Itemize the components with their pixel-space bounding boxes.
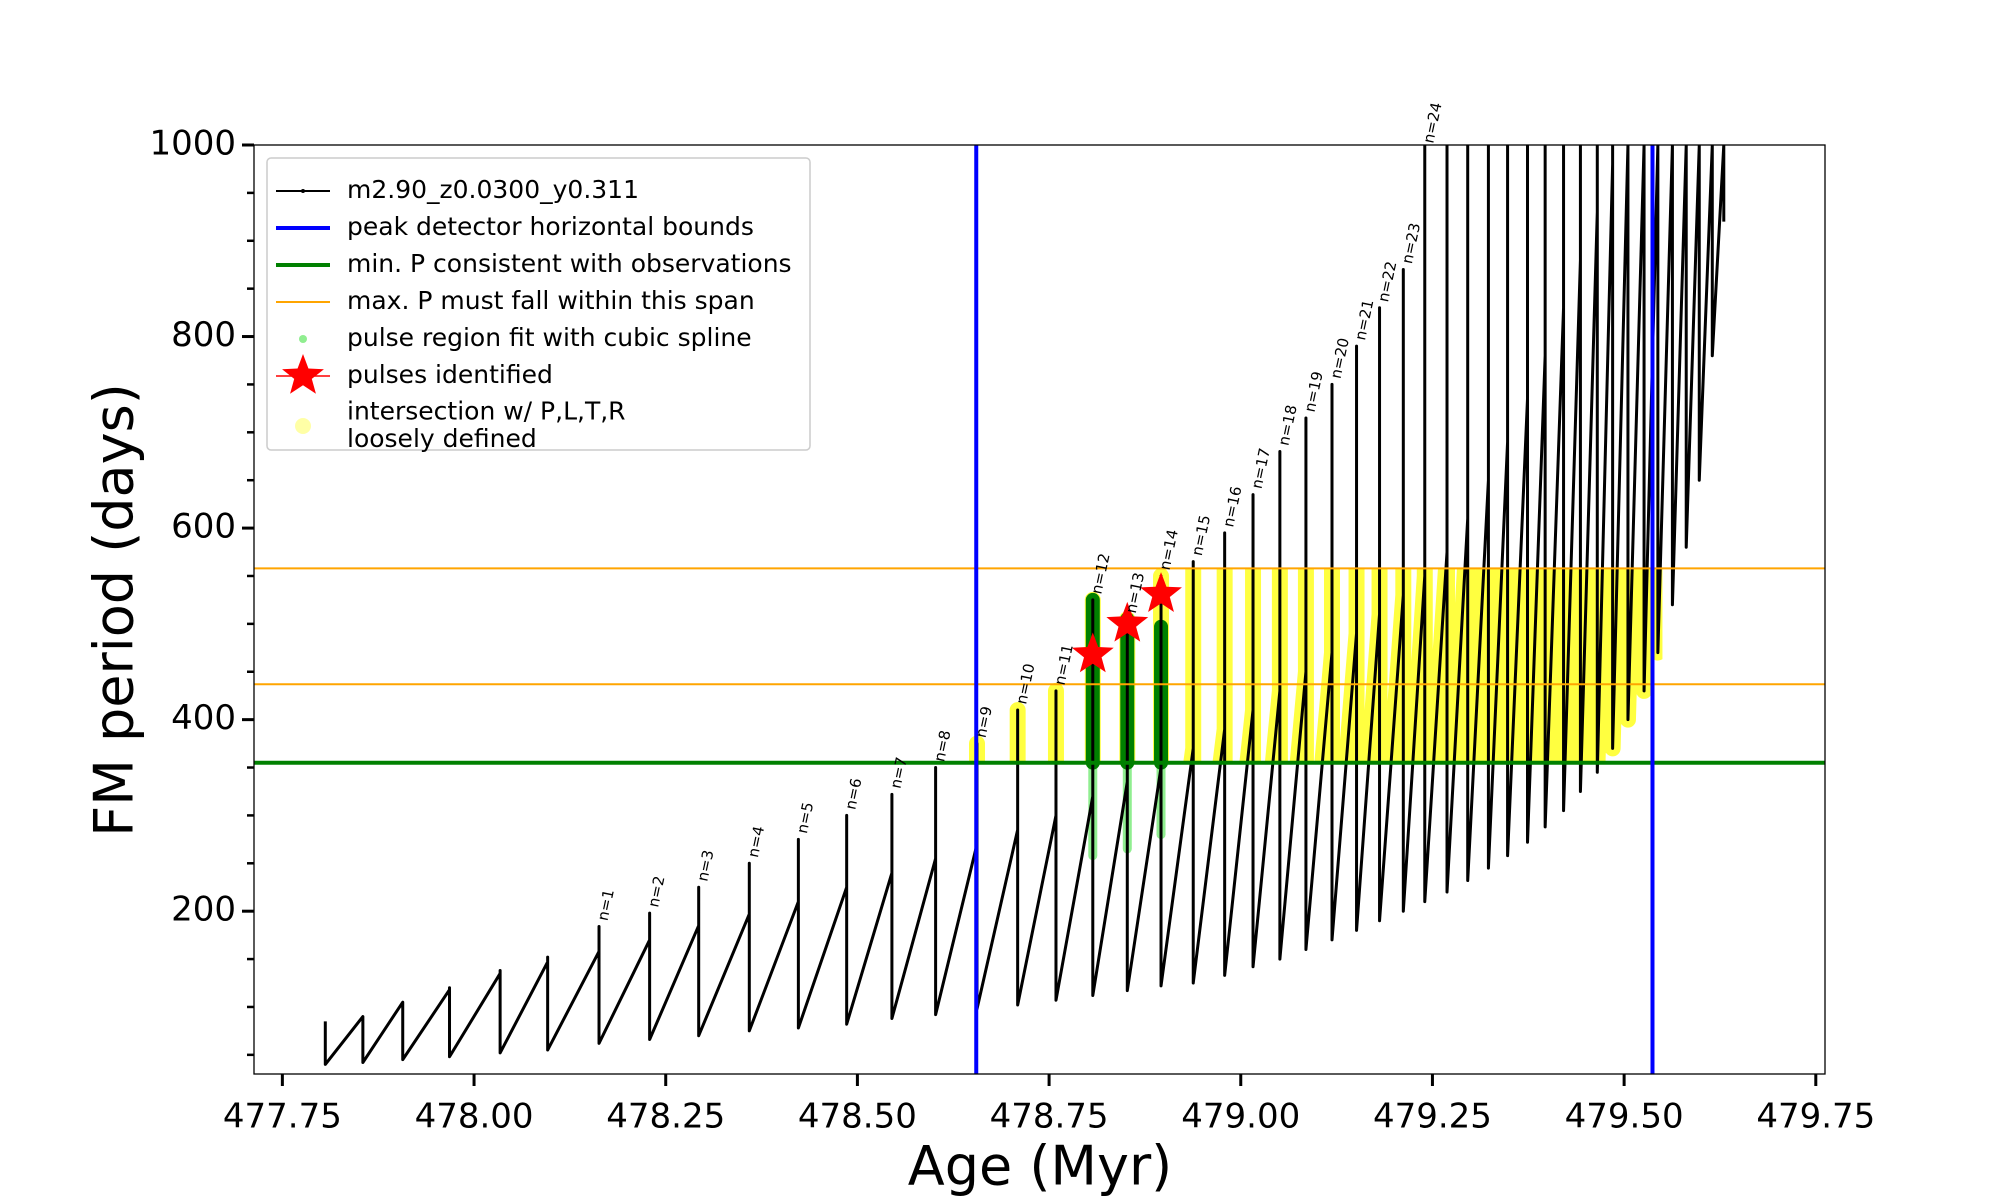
pulse-star — [1140, 572, 1182, 612]
y-tick-label: 1000 — [149, 124, 236, 164]
y-tick-label: 400 — [171, 698, 236, 738]
axes: 477.75 478.00 478.25 478.50 478.75 479.00 479.… — [149, 124, 1875, 1137]
pulse-star — [1071, 632, 1114, 673]
x-tick-label: 478.75 — [990, 1097, 1109, 1137]
track-line — [323, 145, 1726, 1066]
y-tick-label: 200 — [171, 890, 236, 930]
legend-label: peak detector horizontal bounds — [347, 212, 754, 241]
legend-box — [266, 157, 811, 451]
legend-marker — [301, 189, 305, 193]
legend-label: intersection w/ P,L,T,R loosely defined — [347, 396, 626, 453]
legend-marker — [282, 354, 324, 394]
x-axis-label: Age (Myr) — [908, 1135, 1173, 1198]
legend-marker — [299, 335, 307, 343]
x-tick-label: 479.25 — [1373, 1097, 1492, 1137]
x-tick-label: 477.75 — [223, 1097, 342, 1137]
x-tick-label: 478.50 — [798, 1097, 917, 1137]
y-axis-label: FM period (days) — [83, 383, 146, 837]
plot-area — [254, 145, 1825, 1074]
y-tick-label: 600 — [171, 507, 236, 547]
legend-marker — [295, 418, 311, 434]
legend-label: m2.90_z0.0300_y0.311 — [347, 175, 639, 204]
legend-label: pulse region fit with cubic spline — [347, 323, 752, 352]
legend-label: min. P consistent with observations — [347, 249, 792, 278]
x-tick-label: 478.00 — [415, 1097, 534, 1137]
plot-frame — [253, 144, 1826, 1075]
legend-label: pulses identified — [347, 360, 553, 389]
x-tick-label: 479.75 — [1756, 1097, 1875, 1137]
x-tick-label: 479.00 — [1181, 1097, 1300, 1137]
x-tick-label: 478.25 — [606, 1097, 725, 1137]
pulse-star — [1106, 601, 1149, 642]
y-tick-label: 800 — [171, 315, 236, 355]
legend-label: max. P must fall within this span — [347, 286, 755, 315]
x-tick-label: 479.50 — [1565, 1097, 1684, 1137]
